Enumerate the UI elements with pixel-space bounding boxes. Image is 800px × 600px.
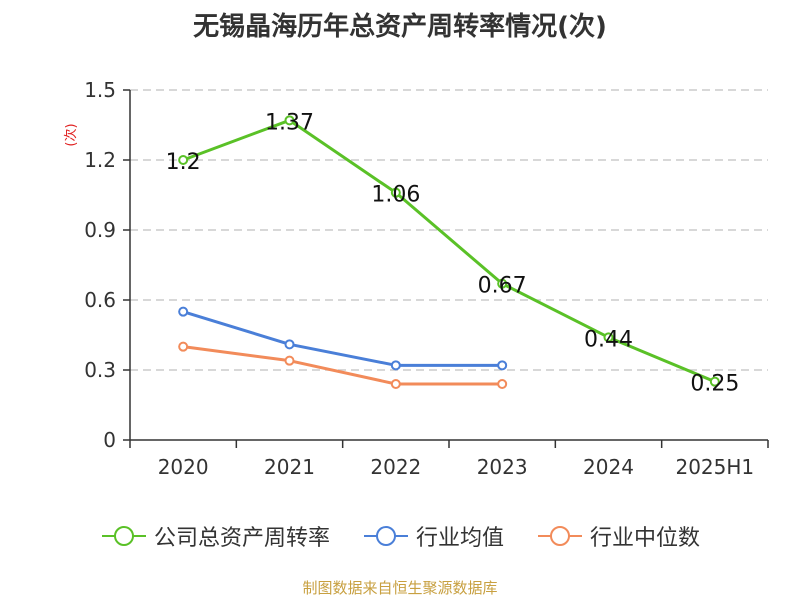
y-tick-label: 0.3 [84, 358, 116, 382]
x-tick-label: 2023 [477, 455, 528, 479]
legend-label: 行业均值 [415, 526, 504, 551]
legend-swatch-icon [363, 526, 408, 546]
data-point [284, 115, 295, 126]
chart-title: 无锡晶海历年总资产周转率情况(次) [193, 12, 607, 42]
x-tick-label: 2025H1 [675, 455, 754, 479]
data-point [390, 187, 401, 198]
data-point [709, 376, 720, 387]
data-point [178, 341, 189, 352]
data-point [390, 360, 401, 371]
legend-swatch-icon [101, 526, 146, 546]
y-tick-label: 0 [103, 428, 116, 452]
data-label: 1.37 [265, 110, 314, 135]
data-point [603, 332, 614, 343]
data-point [178, 306, 189, 317]
data-point [497, 379, 508, 389]
data-label: 0.44 [584, 327, 633, 352]
x-tick-label: 2022 [370, 455, 421, 479]
legend-item[interactable]: 行业均值 [362, 520, 504, 552]
x-tick-label: 2021 [264, 455, 315, 479]
legend-swatch-icon [538, 526, 582, 546]
data-point [497, 360, 508, 371]
series-line [182, 310, 503, 367]
x-tick-label: 2024 [583, 455, 634, 479]
data-label: 1.2 [166, 150, 201, 175]
source-note: 制图数据来自恒生聚源数据库 [302, 579, 498, 597]
data-label: 1.06 [371, 183, 420, 208]
legend-label: 行业中位数 [590, 526, 701, 551]
data-point [178, 155, 189, 165]
data-point [497, 278, 508, 289]
legend-item[interactable]: 公司总资产周转率 [100, 520, 330, 552]
data-point [284, 339, 295, 350]
data-label: 0.67 [478, 274, 527, 299]
legend-label: 公司总资产周转率 [153, 526, 330, 551]
legend-item[interactable]: 行业中位数 [536, 520, 700, 552]
series-line [182, 118, 716, 384]
legend: 公司总资产周转率 行业均值 行业中位数 [0, 520, 800, 552]
series-line [182, 345, 503, 386]
data-point [390, 379, 401, 389]
y-tick-label: 0.9 [84, 218, 116, 242]
y-tick-label: 0.6 [84, 288, 116, 312]
y-tick-label: 1.2 [84, 148, 116, 172]
y-tick-label: 1.5 [84, 78, 116, 102]
x-tick-label: 2020 [158, 455, 209, 479]
data-label: 0.25 [690, 372, 739, 397]
data-point [284, 355, 295, 366]
